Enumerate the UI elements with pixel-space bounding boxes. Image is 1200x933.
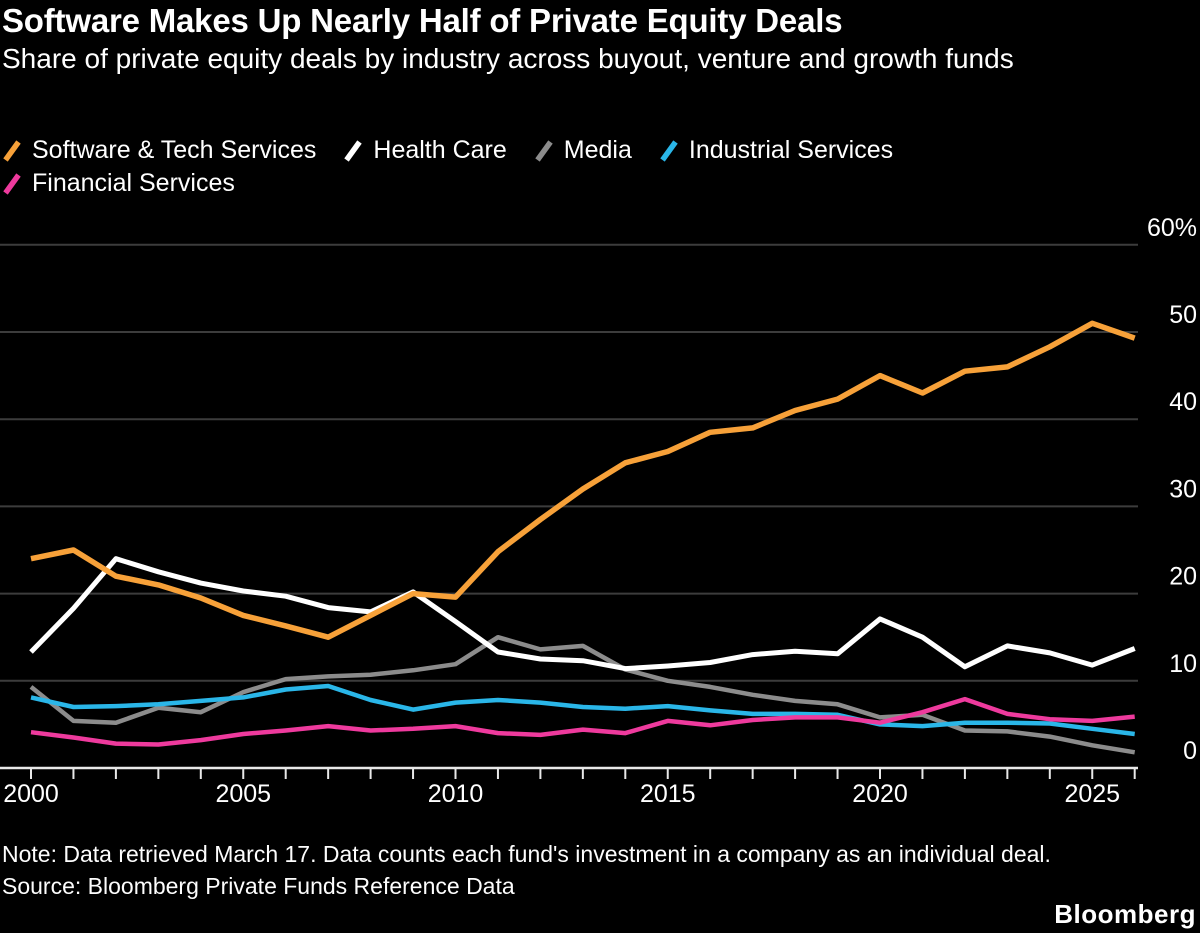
- legend: Software & Tech Services Health Care Media…: [2, 134, 1012, 200]
- health-slash-icon: [344, 139, 363, 162]
- y-axis-label-10: 10: [1169, 650, 1197, 678]
- footnotes: Note: Data retrieved March 17. Data coun…: [2, 839, 1051, 902]
- x-axis-label-2005: 2005: [215, 780, 271, 808]
- series-line-industrial: [30, 683, 1135, 737]
- y-axis-label-0: 0: [1183, 737, 1197, 765]
- legend-item-media: Media: [534, 134, 632, 167]
- note-text: Note: Data retrieved March 17. Data coun…: [2, 841, 1051, 867]
- x-axis-label-2000: 2000: [3, 780, 59, 808]
- series-line-media: [29, 634, 1136, 755]
- chart-subtitle: Share of private equity deals by industr…: [2, 43, 1014, 74]
- y-axis-label-20: 20: [1169, 563, 1197, 591]
- x-axis-label-2015: 2015: [640, 780, 696, 808]
- y-axis-label-30: 30: [1169, 475, 1197, 503]
- series-line-software: [30, 320, 1136, 640]
- x-axis-label-2020: 2020: [852, 780, 908, 808]
- legend-item-label: Financial Services: [32, 169, 235, 197]
- software-slash-icon: [3, 139, 21, 162]
- industrial-slash-icon: [660, 139, 678, 162]
- legend-item-financial: Financial Services: [2, 167, 235, 200]
- x-axis-label-2010: 2010: [428, 780, 484, 808]
- legend-item-label: Software & Tech Services: [32, 136, 317, 164]
- legend-item-label: Health Care: [373, 136, 507, 164]
- legend-item-label: Media: [563, 136, 632, 164]
- y-axis-label-40: 40: [1169, 388, 1197, 416]
- media-slash-icon: [535, 139, 553, 162]
- series-line-financial: [30, 696, 1135, 747]
- series-line-health: [29, 556, 1136, 672]
- chart-title: Software Makes Up Nearly Half of Private…: [2, 2, 843, 39]
- financial-slash-icon: [3, 172, 21, 195]
- x-axis-label-2025: 2025: [1064, 780, 1120, 808]
- source-text: Source: Bloomberg Private Funds Referenc…: [2, 872, 515, 899]
- legend-item-label: Industrial Services: [688, 136, 894, 164]
- y-axis-label-50: 50: [1169, 301, 1197, 329]
- legend-item-software: Software & Tech Services: [2, 134, 316, 167]
- legend-item-industrial: Industrial Services: [659, 134, 893, 167]
- y-axis-label-60: 60%: [1147, 214, 1197, 242]
- legend-item-health: Health Care: [343, 134, 507, 167]
- bloomberg-logo: Bloomberg: [1054, 899, 1196, 929]
